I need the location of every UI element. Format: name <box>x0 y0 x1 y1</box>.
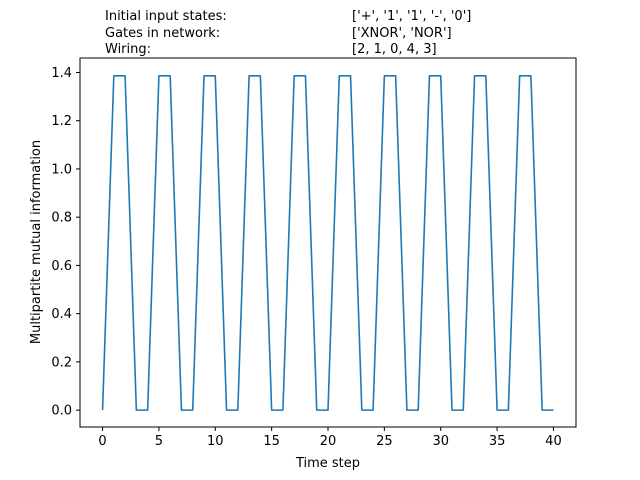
x-tick-label: 40 <box>545 434 562 449</box>
x-tick-label: 10 <box>207 434 224 449</box>
x-tick-label: 0 <box>98 434 106 449</box>
y-axis-ticks: 0.0 0.2 0.4 0.6 0.8 1.0 1.2 1.4 <box>51 66 80 419</box>
series-group <box>101 75 554 411</box>
plot-area-frame <box>79 57 577 428</box>
y-tick-label: 0.6 <box>51 259 72 274</box>
y-tick-label: 0.4 <box>51 307 72 322</box>
header-label-gates: Gates in network: <box>105 26 220 41</box>
x-tick-label: 30 <box>432 434 449 449</box>
y-tick-label: 1.2 <box>51 114 72 129</box>
x-tick-label: 20 <box>320 434 337 449</box>
header-value-gates: ['XNOR', 'NOR'] <box>352 26 452 41</box>
x-tick-label: 25 <box>376 434 393 449</box>
y-tick-label: 1.0 <box>51 162 72 177</box>
x-tick-label: 35 <box>489 434 506 449</box>
y-tick-label: 1.4 <box>51 66 72 81</box>
header-label-initial-states: Initial input states: <box>105 9 227 24</box>
x-axis-label: Time step <box>295 456 360 471</box>
x-tick-label: 15 <box>263 434 280 449</box>
header-value-wiring: [2, 1, 0, 4, 3] <box>352 42 437 57</box>
series-line <box>101 75 554 411</box>
y-tick-label: 0.2 <box>51 355 72 370</box>
y-tick-label: 0.0 <box>51 404 72 419</box>
x-axis-ticks: 0 5 10 15 20 25 30 35 40 <box>98 427 562 449</box>
header-value-initial-states: ['+', '1', '1', '-', '0'] <box>352 9 471 24</box>
header-info: Initial input states: ['+', '1', '1', '-… <box>105 9 471 57</box>
y-tick-label: 0.8 <box>51 211 72 226</box>
y-axis-label: Multipartite mutual information <box>29 140 44 344</box>
x-tick-label: 5 <box>155 434 163 449</box>
header-label-wiring: Wiring: <box>105 42 151 57</box>
